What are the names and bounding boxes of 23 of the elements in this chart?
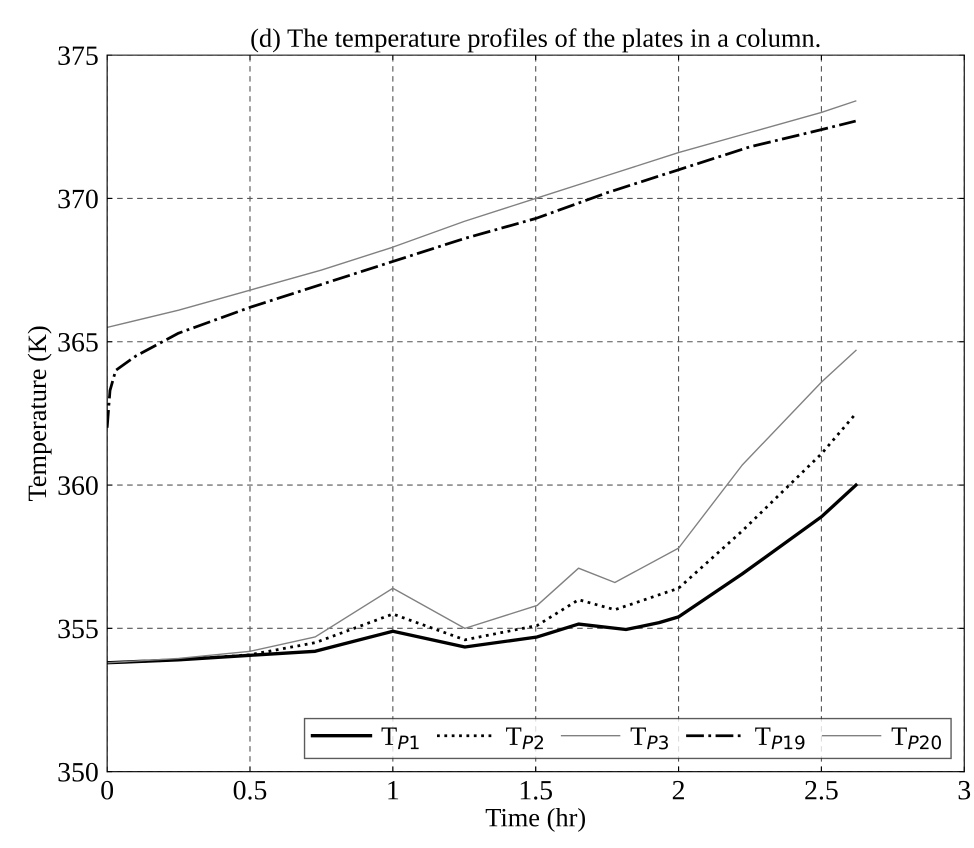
legend-label: T$_{P20}$ xyxy=(892,728,941,750)
chart-title: (d) The temperature profiles of the plates in a column. xyxy=(251,28,820,52)
legend-label: T$_{P19}$ xyxy=(755,728,804,750)
legend-label: T$_{P1}$ xyxy=(382,728,419,750)
y-tick-label: 360 xyxy=(58,476,98,495)
x-tick-label: 0 xyxy=(101,780,114,800)
line-series xyxy=(107,100,856,328)
x-tick-label: 1 xyxy=(388,780,398,800)
x-axis-title: Time (hr) xyxy=(486,808,586,832)
x-tick-label: 2 xyxy=(672,780,684,800)
legend-label: T$_{P3}$ xyxy=(630,728,668,750)
y-tick-label: 365 xyxy=(58,332,98,352)
y-tick-label: 370 xyxy=(58,190,98,208)
x-tick-label: 0.5 xyxy=(234,780,266,800)
x-tick-label: 3 xyxy=(958,780,970,800)
x-tick-label: 1.5 xyxy=(520,780,552,800)
y-tick-label: 355 xyxy=(58,620,98,638)
y-axis-title: Temperature (K) xyxy=(28,326,52,502)
y-tick-label: 350 xyxy=(58,762,98,782)
y-tick-label: 375 xyxy=(58,46,98,66)
legend-label: T$_{P2}$ xyxy=(506,728,544,750)
line-series xyxy=(107,350,857,664)
x-tick-label: 2.5 xyxy=(805,780,838,800)
